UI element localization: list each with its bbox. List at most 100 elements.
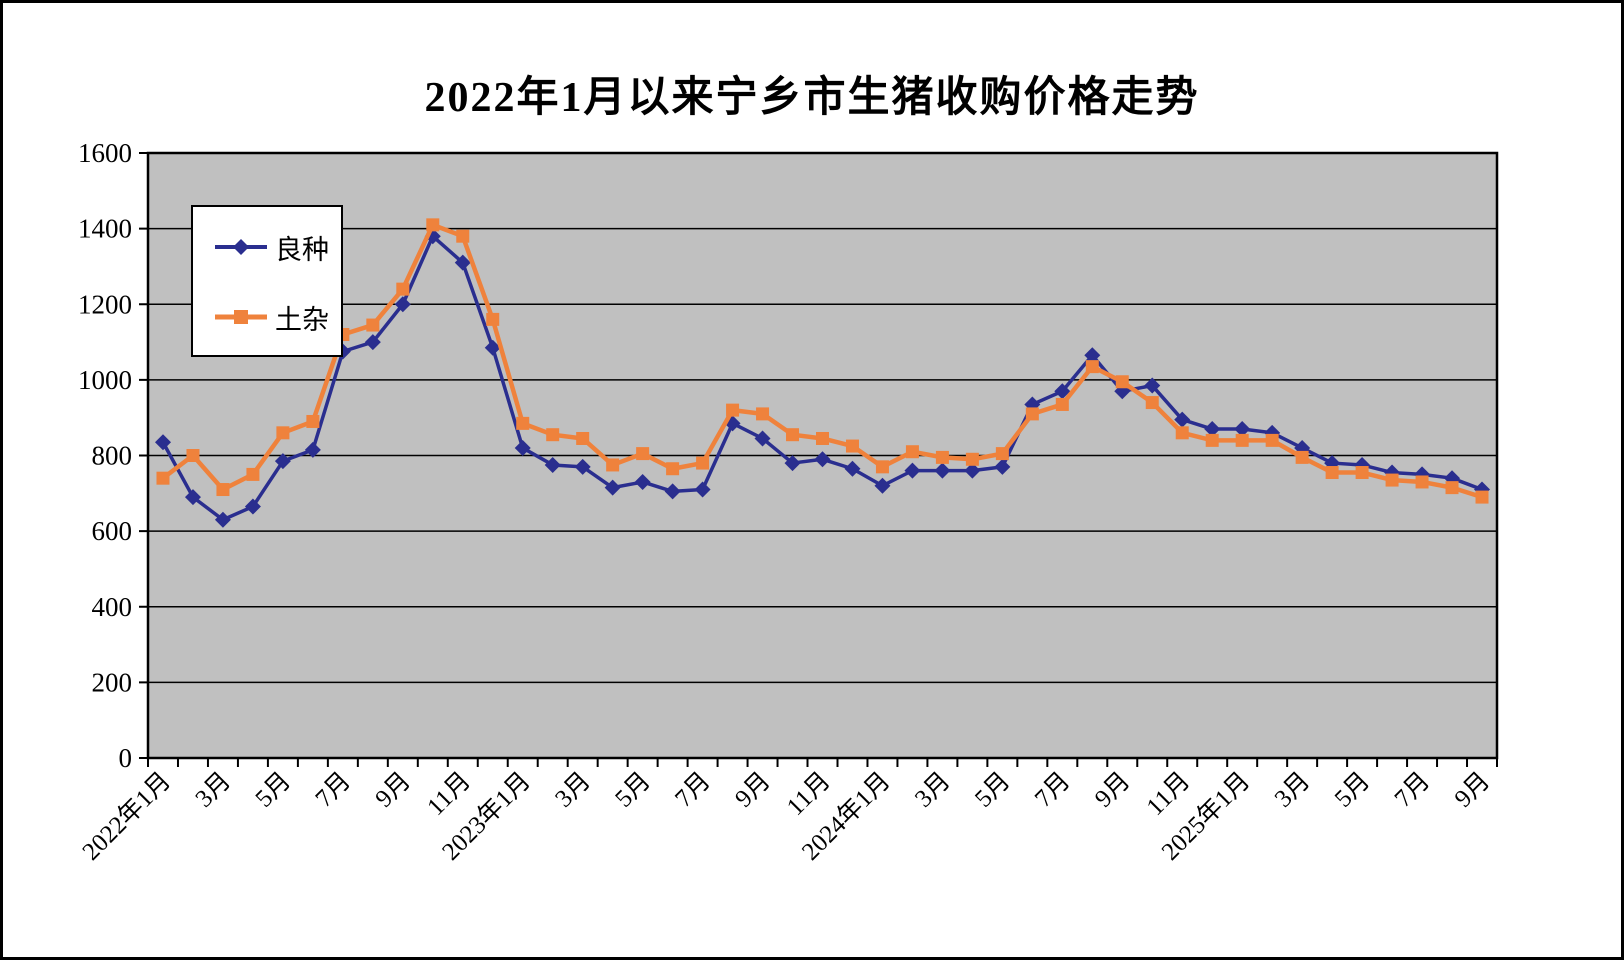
series-marker-土杂-25 <box>905 445 919 459</box>
series-marker-土杂-3 <box>246 467 260 481</box>
line-chart: 0 200 400 600 800 1000 1200 1400 1600 2022年1月 3月 5月… <box>77 138 1499 866</box>
series-marker-土杂-17 <box>666 462 680 476</box>
x-tick-label-11月: 11月 <box>782 767 836 821</box>
y-tick-label-200: 200 <box>92 667 133 697</box>
y-tick-label-0: 0 <box>119 743 133 773</box>
series-marker-土杂-15 <box>606 458 620 472</box>
x-tick-label-3月: 3月 <box>910 767 956 813</box>
x-tick-label-7月: 7月 <box>1390 767 1436 813</box>
x-tick-label-5月: 5月 <box>251 767 297 813</box>
legend-label-liangzhong: 良种 <box>275 234 329 265</box>
x-tick-label-7月: 7月 <box>670 767 716 813</box>
x-tick-label-11月: 11月 <box>422 767 476 821</box>
series-marker-土杂-37 <box>1265 433 1279 447</box>
x-tick-label-9月: 9月 <box>1450 767 1496 813</box>
x-tick-label-3月: 3月 <box>191 767 237 813</box>
y-tick-label-1600: 1600 <box>78 138 132 168</box>
series-marker-土杂-30 <box>1055 397 1069 411</box>
series-marker-土杂-40 <box>1355 466 1369 480</box>
series-marker-土杂-18 <box>696 456 710 470</box>
series-marker-土杂-1 <box>186 449 200 462</box>
series-marker-土杂-32 <box>1115 375 1129 389</box>
legend-label-tuza: 土杂 <box>275 304 329 335</box>
x-tick-label-3月: 3月 <box>550 767 596 813</box>
series-marker-土杂-41 <box>1385 473 1399 487</box>
series-marker-良种-8 <box>394 296 411 313</box>
series-marker-土杂-9 <box>426 218 440 232</box>
series-marker-良种-15 <box>604 479 621 496</box>
series-marker-土杂-21 <box>786 428 800 442</box>
series-marker-土杂-28 <box>995 447 1009 461</box>
series-marker-良种-12 <box>514 439 531 456</box>
series-marker-良种-21 <box>784 455 801 472</box>
series-marker-土杂-31 <box>1085 360 1099 374</box>
series-marker-土杂-7 <box>366 318 380 332</box>
series-marker-土杂-44 <box>1475 490 1489 504</box>
series-marker-良种-3 <box>244 498 261 515</box>
series-marker-良种-18 <box>694 481 711 498</box>
series-marker-良种-17 <box>664 483 681 500</box>
series-marker-土杂-29 <box>1025 407 1039 421</box>
y-tick-label-400: 400 <box>92 592 133 622</box>
x-tick-label-11月: 11月 <box>1142 767 1196 821</box>
series-marker-土杂-13 <box>546 428 560 442</box>
series-marker-土杂-2 <box>216 483 230 497</box>
series-marker-良种-22 <box>814 451 831 468</box>
x-tick-label-2022年1月: 2022年1月 <box>77 766 176 865</box>
series-marker-土杂-11 <box>486 312 500 326</box>
series-marker-土杂-16 <box>636 447 650 461</box>
y-tick-label-600: 600 <box>92 516 133 546</box>
legend-item-liangzhong: 良种 <box>215 232 329 265</box>
series-marker-土杂-35 <box>1205 433 1219 447</box>
series-marker-土杂-19 <box>726 403 740 417</box>
series-marker-良种-10 <box>454 254 471 271</box>
series-marker-土杂-27 <box>965 452 979 466</box>
series-marker-土杂-14 <box>576 431 590 445</box>
series-marker-良种-34 <box>1174 411 1191 428</box>
series-marker-土杂-23 <box>845 439 859 453</box>
series-marker-良种-30 <box>1054 383 1071 400</box>
y-tick-label-1400: 1400 <box>78 214 132 244</box>
x-tick-label-7月: 7月 <box>1030 767 1076 813</box>
series-marker-良种-27 <box>964 462 981 479</box>
series-marker-良种-5 <box>304 441 321 458</box>
series-marker-良种-20 <box>754 430 771 447</box>
x-tick-label-5月: 5月 <box>610 767 656 813</box>
series-marker-良种-33 <box>1144 377 1161 394</box>
series-marker-良种-31 <box>1084 347 1101 364</box>
series-marker-土杂-10 <box>456 229 470 243</box>
series-marker-良种-36 <box>1234 421 1251 438</box>
x-tick-label-3月: 3月 <box>1270 767 1316 813</box>
series-marker-土杂-26 <box>935 450 949 464</box>
x-tick-label-5月: 5月 <box>970 767 1016 813</box>
series-marker-土杂-20 <box>756 407 770 421</box>
series-marker-良种-28 <box>994 458 1011 475</box>
series-marker-良种-1 <box>184 489 201 506</box>
series-marker-良种-13 <box>544 456 561 473</box>
series-marker-土杂-33 <box>1145 396 1159 410</box>
series-marker-土杂-42 <box>1415 475 1429 489</box>
series-marker-土杂-34 <box>1175 426 1189 440</box>
series-marker-良种-11 <box>484 339 501 356</box>
y-tick-label-1000: 1000 <box>78 365 132 395</box>
x-tick-label-9月: 9月 <box>730 767 776 813</box>
series-marker-土杂-36 <box>1235 433 1249 447</box>
x-tick-label-9月: 9月 <box>1090 767 1136 813</box>
series-marker-土杂-4 <box>276 426 290 440</box>
series-marker-良种-0 <box>154 434 171 451</box>
series-marker-土杂-12 <box>516 416 530 430</box>
series-marker-土杂-0 <box>156 471 170 485</box>
series-marker-良种-7 <box>364 334 381 351</box>
x-tick-label-9月: 9月 <box>370 767 416 813</box>
series-marker-良种-4 <box>274 453 291 470</box>
legend-item-tuza: 土杂 <box>215 302 329 335</box>
series-marker-良种-16 <box>634 473 651 490</box>
x-tick-label-7月: 7月 <box>310 767 356 813</box>
series-marker-良种-2 <box>214 511 231 528</box>
legend-marker-liangzhong-icon <box>215 239 267 255</box>
series-marker-土杂-5 <box>306 414 320 428</box>
legend-marker-tuza-icon <box>215 310 267 324</box>
series-marker-良种-24 <box>874 477 891 494</box>
series-marker-土杂-22 <box>816 431 829 445</box>
